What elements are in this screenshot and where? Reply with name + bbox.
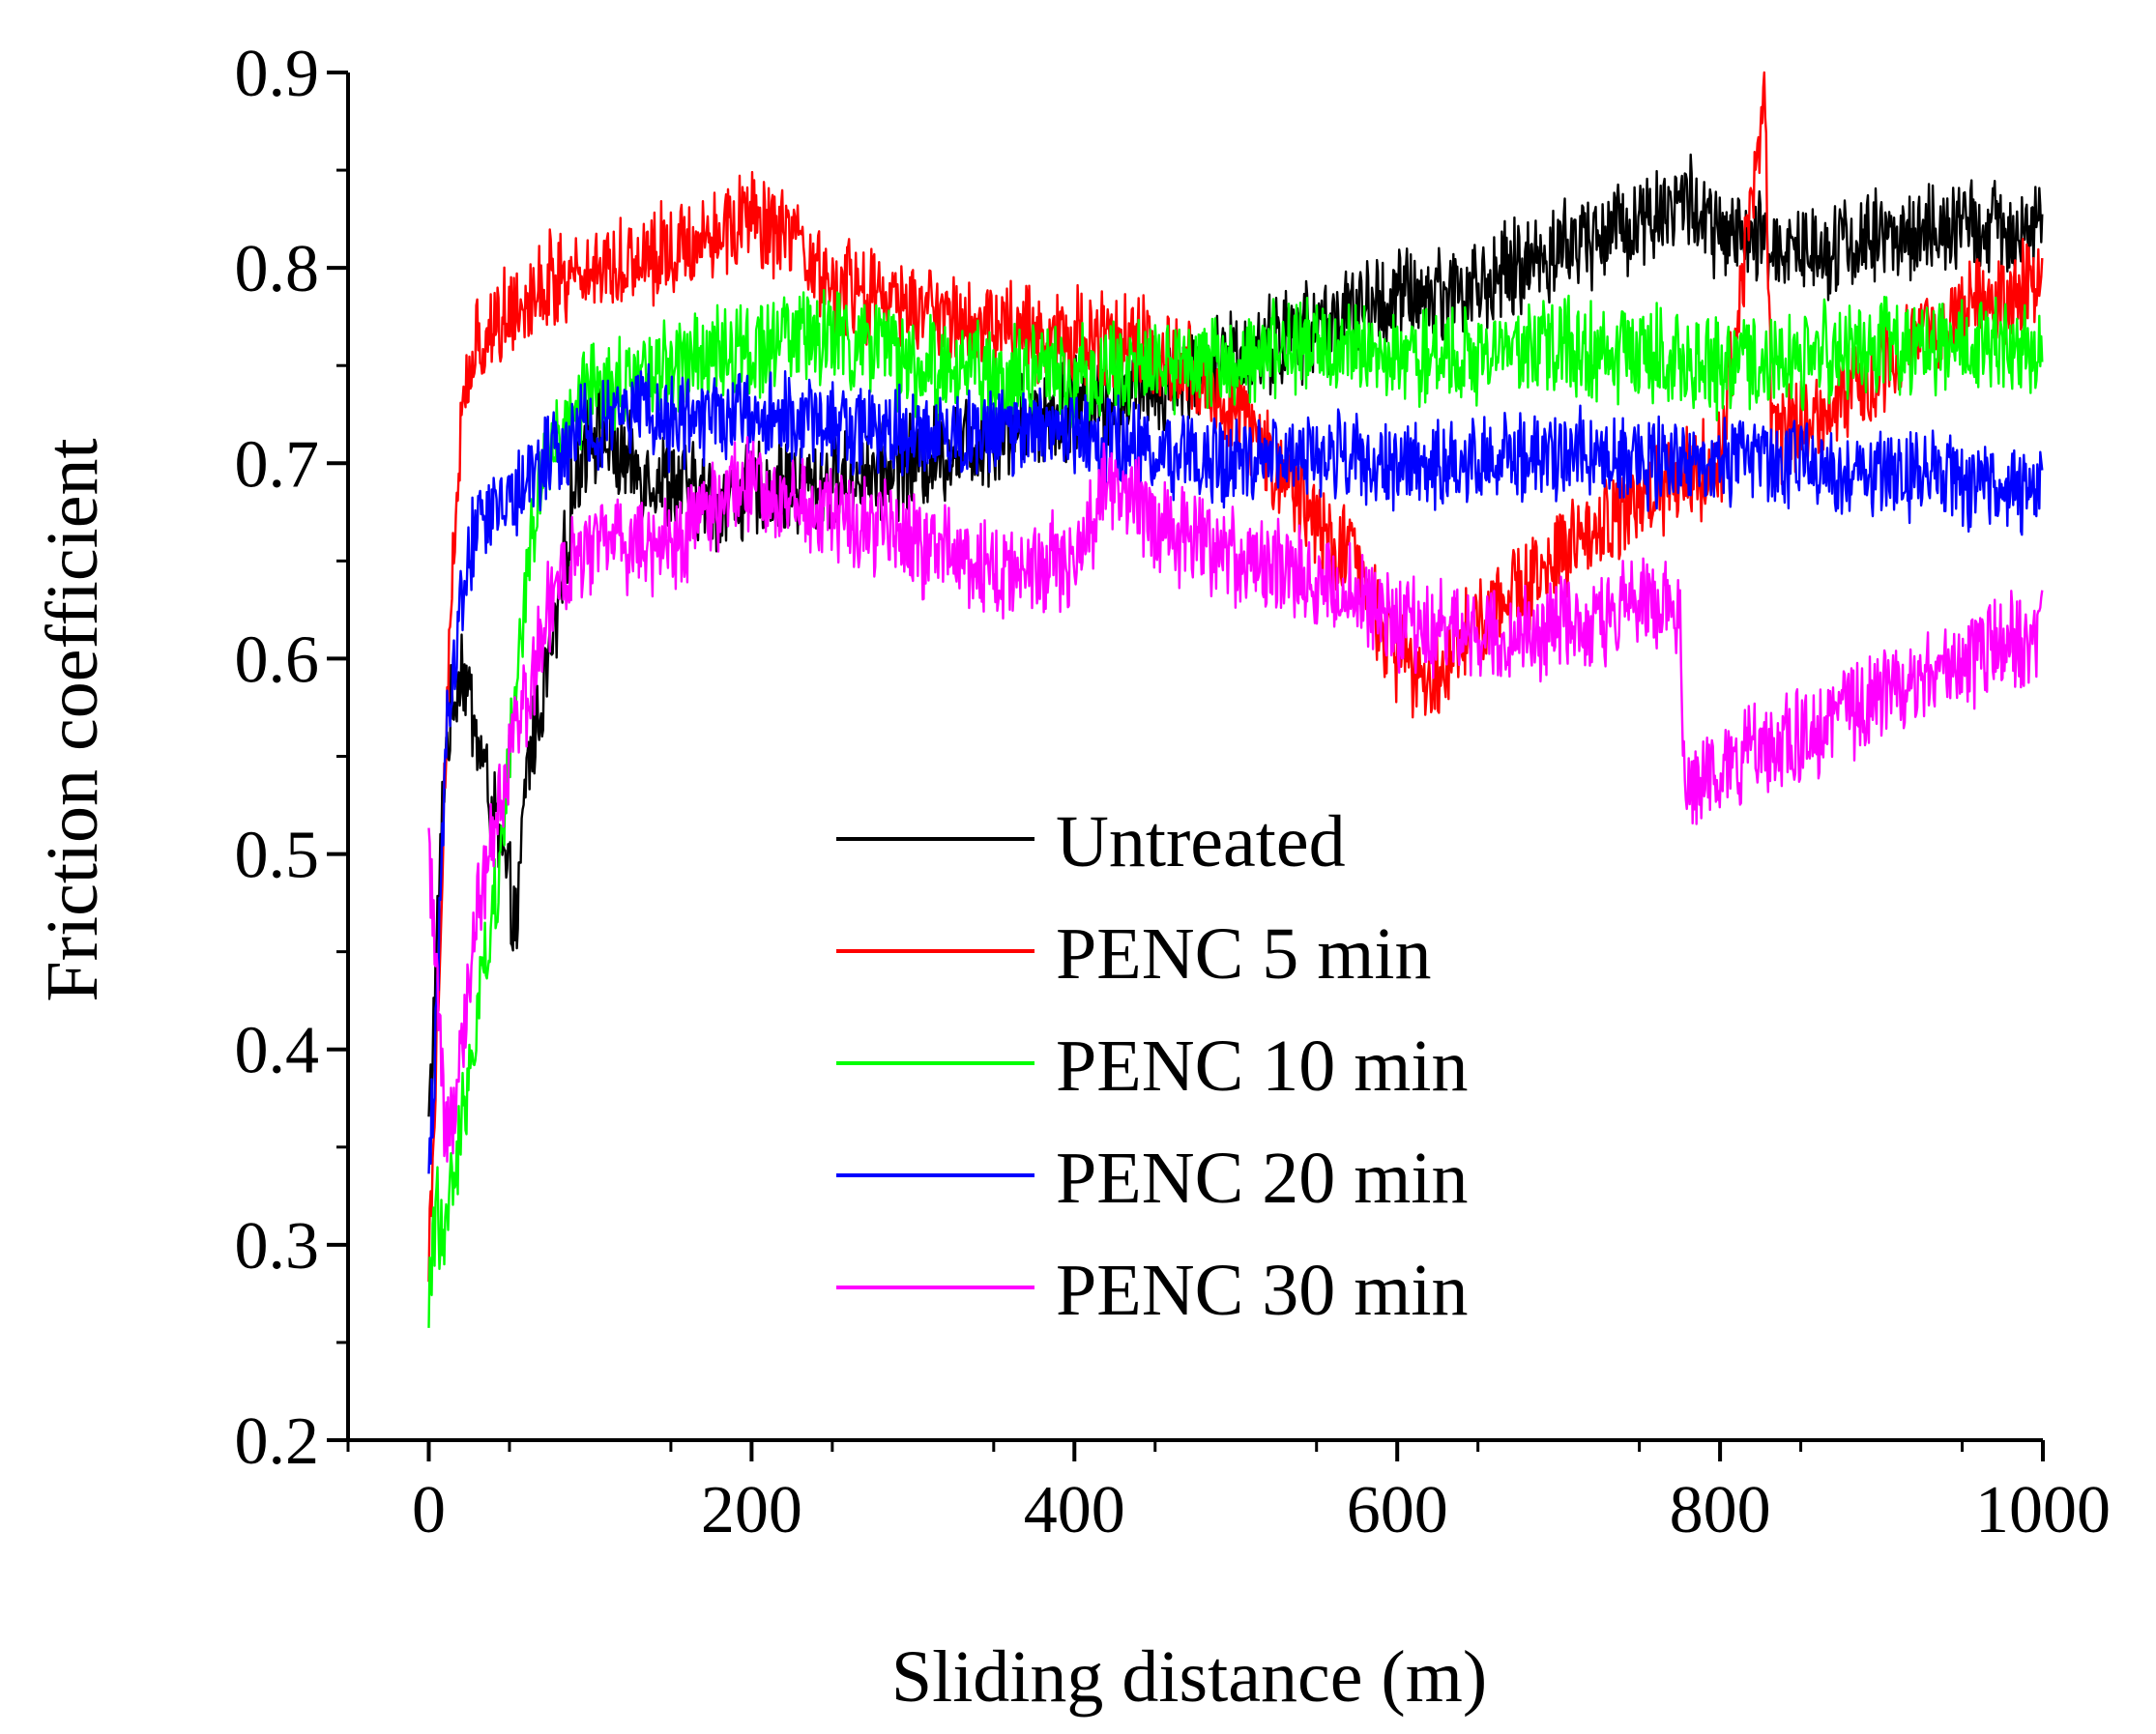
x-ticks: 0 200 400 600 800 1000 <box>346 1440 2111 1547</box>
y-tick-label: 0.7 <box>235 427 320 502</box>
y-tick-label: 0.9 <box>235 37 320 111</box>
series-line <box>427 71 2044 1283</box>
y-tick-label: 0.2 <box>235 1404 320 1479</box>
legend-label: PENC 10 min <box>1056 1026 1469 1107</box>
x-tick-label: 0 <box>412 1473 446 1547</box>
x-tick-label: 1000 <box>1975 1473 2111 1547</box>
legend-label: PENC 20 min <box>1056 1138 1469 1219</box>
y-ticks: 0.2 0.3 0.4 0.5 0.6 0.7 0.8 0.9 <box>235 37 348 1479</box>
x-tick-label: 600 <box>1347 1473 1448 1547</box>
x-tick-label: 200 <box>701 1473 802 1547</box>
x-tick-label: 800 <box>1670 1473 1771 1547</box>
y-axis-title: Friction coefficient <box>32 438 113 1001</box>
legend-label: Untreated <box>1056 801 1346 882</box>
y-tick-label: 0.5 <box>235 819 320 893</box>
y-tick-label: 0.3 <box>235 1209 320 1284</box>
y-tick-label: 0.4 <box>235 1014 320 1088</box>
series-line <box>427 436 2044 1163</box>
y-tick-label: 0.6 <box>235 622 320 697</box>
y-tick-label: 0.8 <box>235 232 320 306</box>
series-line <box>427 153 2044 1117</box>
legend-label: PENC 5 min <box>1056 913 1432 995</box>
axes: 0 200 400 600 800 1000 0.20.30.40.50.60.70.80… <box>235 37 2112 1547</box>
plot-lines <box>427 71 2044 1328</box>
series-line <box>427 362 2044 1174</box>
x-tick-label: 400 <box>1024 1473 1125 1547</box>
series-line <box>427 288 2044 1328</box>
legend-label: PENC 30 min <box>1056 1250 1469 1331</box>
x-axis-title: Sliding distance (m) <box>891 1636 1487 1718</box>
legend: Untreated PENC 5 min PENC 10 min PENC 20 mi… <box>836 801 1469 1331</box>
